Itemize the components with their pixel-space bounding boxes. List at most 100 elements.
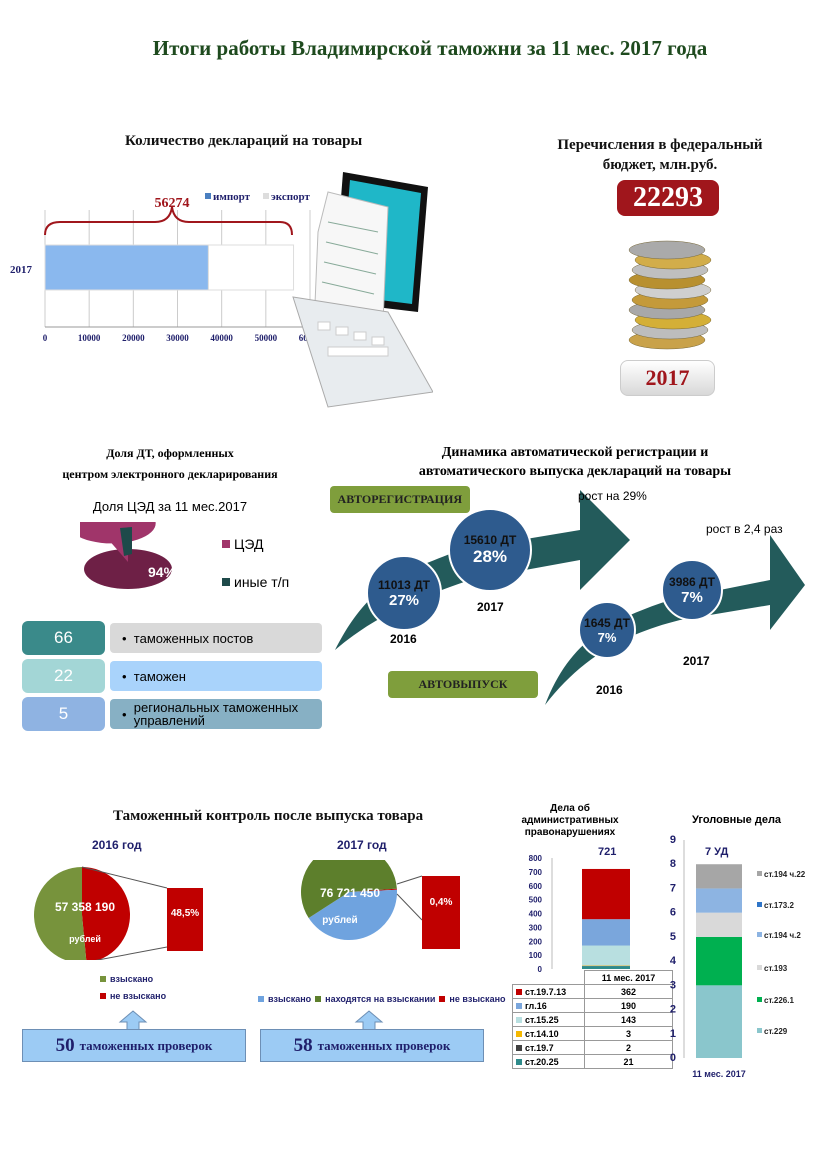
unit-label-text: таможен (133, 668, 186, 684)
ced-title-line2: центром электронного декларирования (62, 467, 278, 481)
y-tick-label: 8 (670, 858, 676, 870)
legend-swatch (516, 1058, 522, 1065)
ced-title-line1: Доля ДТ, оформленных (106, 446, 234, 460)
criminal-chart: 0 1 2 3 4 5 6 7 8 9 11 мес. 2017 ст.229 ст.226.1 ст.1… (670, 834, 806, 1079)
table-row: ст.19.7.13 362 (512, 984, 673, 999)
ced-pie-chart: 94% (80, 522, 177, 589)
unit-label-text: региональных таможенных управлений (133, 700, 299, 728)
detail-2017: 0,4% (429, 897, 453, 908)
data-label: 94% (148, 564, 177, 580)
unit-count: 66 (22, 621, 105, 655)
y-tick-label: 1 (670, 1028, 676, 1040)
legend-ced: ЦЭД (222, 536, 263, 552)
legend-2017: взыскано находятся на взыскании не взыск… (258, 994, 506, 1004)
legend-label: ст.229 (764, 1027, 788, 1036)
laptop-illustration (292, 172, 433, 408)
criminal-total: 7 УД (705, 846, 729, 858)
admin-table: 11 мес. 2017 ст.19.7.13 362 гл.16 190 ст.15.2… (512, 970, 673, 1069)
admin-chart: 0 100 200 300 400 500 600 700 800 (529, 855, 630, 974)
autorelease-arrow (545, 535, 805, 705)
bar-segment-ст.20.25 (582, 966, 630, 969)
autorelease-label: АВТОВЫПУСК (388, 671, 538, 698)
legend-swatch (757, 1028, 762, 1033)
budget-value-badge: 22293 (617, 180, 719, 216)
count: 15610 ДТ (463, 533, 517, 547)
autorelease-growth: рост в 2,4 раз (706, 522, 783, 536)
y-tick-label: 700 (529, 868, 543, 877)
legend-uncollected-2016: не взыскано (100, 991, 166, 1001)
row-label: ст.20.25 (512, 1054, 585, 1069)
legend-label: ст.194 ч.22 (764, 870, 806, 879)
unit-label: • региональных таможенных управлений (110, 699, 322, 729)
bar-segment-ст.194 ч.2 (696, 888, 742, 913)
checks-count: 50 (55, 1034, 75, 1056)
y-tick-label: 200 (529, 937, 543, 946)
dynamics-title: Динамика автоматической регистрации и ав… (350, 443, 800, 481)
legend-label: ст.173.2 (764, 901, 794, 910)
legend-swatch (263, 193, 269, 199)
legend-swatch (100, 993, 106, 999)
bar-segment-ст.194 ч.22 (696, 864, 742, 889)
legend-swatch (757, 997, 762, 1002)
count: 11013 ДТ (378, 577, 430, 592)
percent: 28% (472, 547, 508, 566)
legend-swatch (205, 193, 211, 199)
budget-title-line2: бюджет, млн.руб. (602, 157, 718, 173)
total-brace (44, 206, 293, 236)
table-row: ст.15.25 143 (512, 1012, 673, 1027)
y-tick-label: 7 (670, 882, 676, 894)
unit-count: 22 (22, 659, 105, 693)
x-tick-label: 50000 (255, 333, 278, 343)
legend-swatch (439, 996, 446, 1002)
x-tick-label: 20000 (122, 333, 145, 343)
declarations-chart: 0100002000030000400005000060000201756274… (10, 191, 322, 343)
legend-swatch (757, 965, 762, 970)
y-tick-label: 0 (538, 965, 543, 974)
legend-label: ЦЭД (234, 536, 264, 552)
legend-swatch (516, 1016, 522, 1023)
up-arrow-icon (118, 1010, 148, 1030)
autorelease-2017-year: 2017 (683, 654, 710, 668)
bar-segment-ст.19.7.13 (582, 868, 630, 920)
legend-swatch (757, 871, 762, 876)
empty-cell (513, 971, 585, 985)
checks-2016: 50 таможенных проверок (22, 1029, 246, 1062)
y-tick-label: 800 (529, 855, 543, 863)
y-tick-label: 5 (670, 931, 676, 943)
x-tick-label: 0 (43, 333, 48, 343)
bar-экспорт (207, 244, 295, 291)
admin-table-header: 11 мес. 2017 (513, 970, 673, 985)
table-row: гл.16 190 (512, 998, 673, 1013)
row-label: ст.15.25 (512, 1012, 585, 1027)
detail-bar-2017 (422, 876, 460, 949)
legend-swatch (100, 976, 106, 982)
admin-title: Дела об административных правонарушениях (505, 803, 635, 839)
unit-row-posts: 66 • таможенных постов (22, 621, 322, 655)
row-label: ст.19.7.13 (512, 984, 585, 999)
connector (95, 946, 168, 960)
pie-2017-slice (301, 860, 397, 919)
admin-total: 721 (598, 846, 617, 858)
legend-swatch (315, 996, 322, 1002)
bar-segment-ст.226.1 (696, 936, 742, 986)
y-tick-label: 400 (529, 910, 543, 919)
detail-bar-2016 (167, 888, 203, 951)
connector (396, 875, 423, 885)
table-row: ст.14.10 3 (512, 1026, 673, 1041)
total-label: 56274 (155, 196, 190, 211)
legend-label: взыскано (110, 974, 154, 984)
unit-label: • таможен (110, 661, 322, 691)
legend-other: иные т/п (222, 574, 289, 590)
autoreg-2017-year: 2017 (477, 600, 504, 614)
bar-segment-ст.15.25 (582, 945, 630, 966)
y-tick-label: 500 (529, 896, 543, 905)
connector (396, 893, 423, 921)
admin-title-line1: Дела об (550, 803, 590, 814)
bar-segment-ст.229 (696, 985, 742, 1058)
unit-count: 5 (22, 697, 105, 731)
legend-swatch (516, 988, 522, 995)
connector (81, 866, 168, 889)
legend-label: импорт (213, 191, 251, 203)
unit-label-text: таможенных постов (133, 630, 254, 646)
legend-swatch (222, 578, 230, 586)
